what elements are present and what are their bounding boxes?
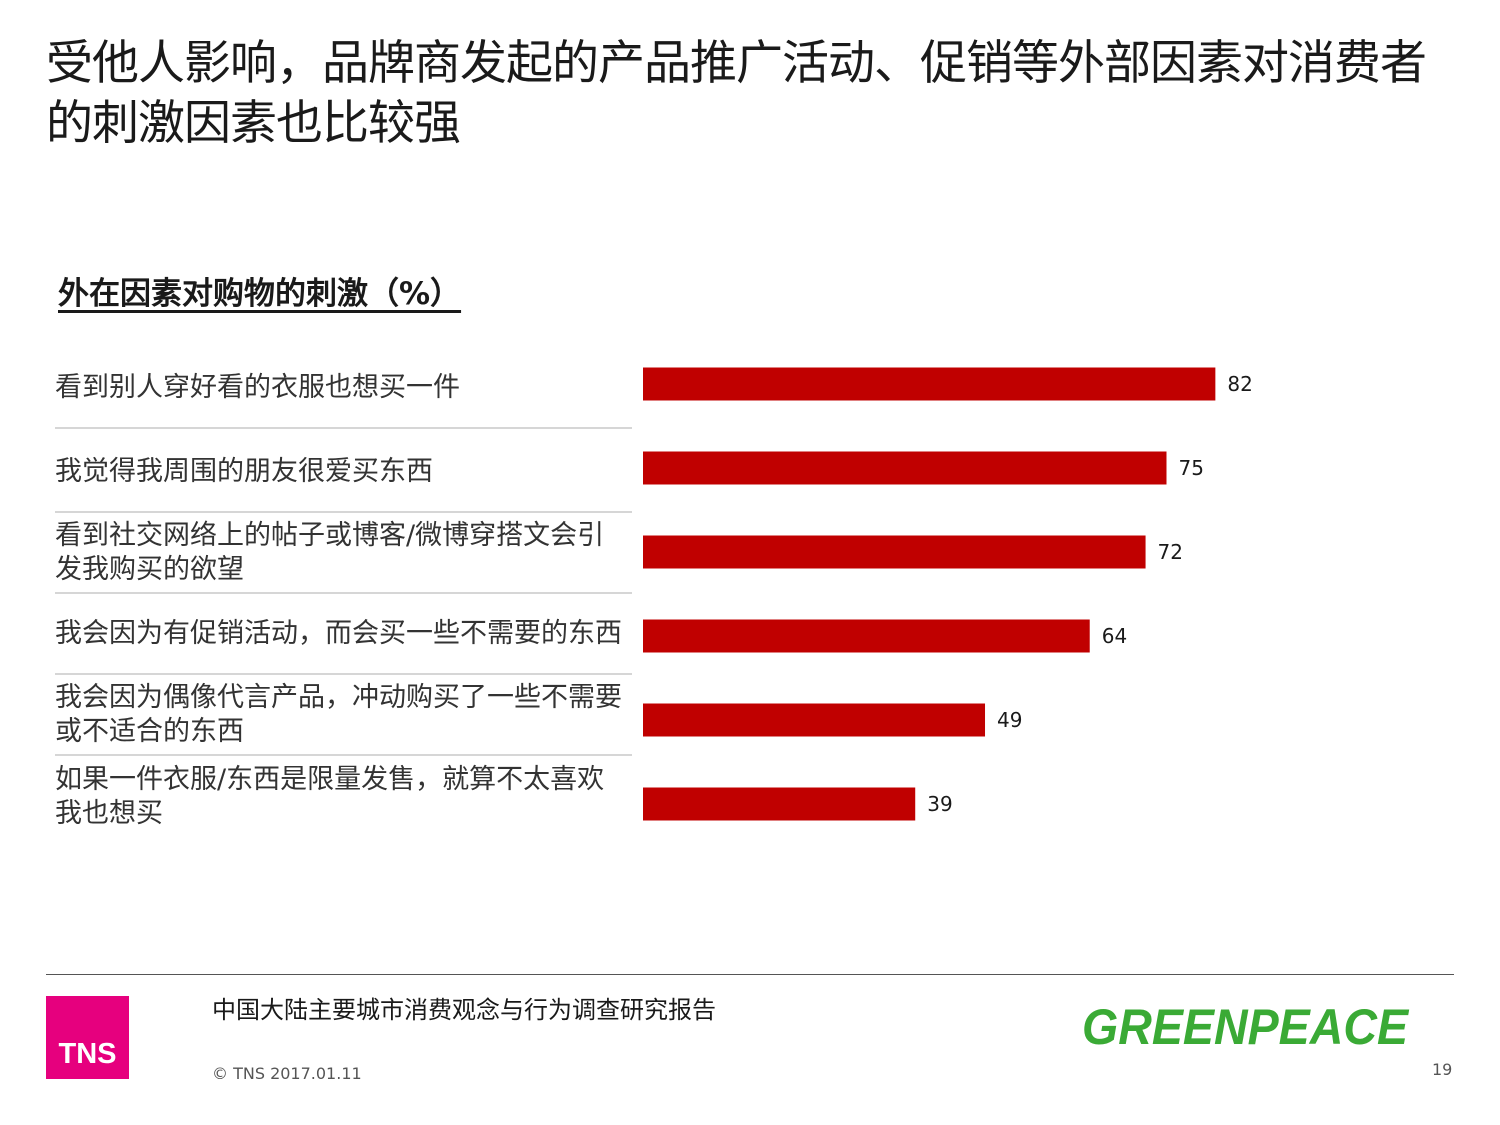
data-label: 75 <box>1179 456 1204 480</box>
slide-title: 受他人影响，品牌商发起的产品推广活动、促销等外部因素对消费者的刺激因素也比较强 <box>46 36 1427 151</box>
bar <box>643 703 986 737</box>
report-name: 中国大陆主要城市消费观念与行为调查研究报告 <box>212 996 716 1024</box>
category-label: 我会因为偶像代言产品，冲动购买了一些不需要或不适合的东西 <box>55 681 622 747</box>
data-label: 49 <box>997 708 1022 732</box>
copyright: © TNS 2017.01.11 <box>212 1064 362 1083</box>
bar <box>643 787 916 821</box>
data-label: 39 <box>927 792 952 816</box>
category-row: 我会因为有促销活动，而会买一些不需要的东西 <box>55 594 632 675</box>
category-row: 我会因为偶像代言产品，冲动购买了一些不需要或不适合的东西 <box>55 675 632 756</box>
category-label: 我会因为有促销活动，而会买一些不需要的东西 <box>55 617 622 649</box>
bar <box>643 451 1167 485</box>
category-row: 如果一件衣服/东西是限量发售，就算不太喜欢我也想买 <box>55 756 632 837</box>
bar <box>643 367 1216 401</box>
greenpeace-logo-text: GREENPEACE <box>1082 999 1410 1055</box>
footer-divider <box>46 974 1454 975</box>
bar <box>643 619 1090 653</box>
tns-logo-text: TNS <box>58 1038 117 1070</box>
category-label: 如果一件衣服/东西是限量发售，就算不太喜欢我也想买 <box>55 763 605 829</box>
data-label: 72 <box>1158 540 1183 564</box>
chart-title: 外在因素对购物的刺激（%） <box>58 276 462 312</box>
category-label: 看到社交网络上的帖子或博客/微博穿搭文会引发我购买的欲望 <box>55 519 605 585</box>
category-row: 看到别人穿好看的衣服也想买一件 <box>55 348 632 429</box>
category-label: 看到别人穿好看的衣服也想买一件 <box>55 371 460 403</box>
category-label: 我觉得我周围的朋友很爱买东西 <box>55 455 433 487</box>
bar <box>643 535 1146 569</box>
tns-logo: TNS <box>46 996 129 1079</box>
page-number: 19 <box>1432 1060 1453 1079</box>
category-row: 我觉得我周围的朋友很爱买东西 <box>55 432 632 513</box>
greenpeace-logo: GREENPEACE <box>1082 999 1410 1055</box>
category-row: 看到社交网络上的帖子或博客/微博穿搭文会引发我购买的欲望 <box>55 513 632 594</box>
data-label: 82 <box>1227 372 1252 396</box>
data-label: 64 <box>1102 624 1127 648</box>
